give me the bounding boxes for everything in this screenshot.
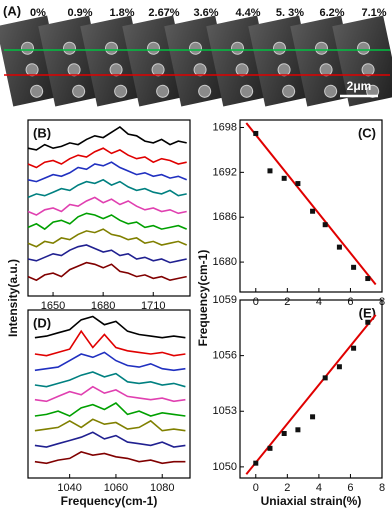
strain-label: 4.4% <box>235 7 260 19</box>
data-point <box>365 319 371 325</box>
x-axis-label: Uniaxial strain(%) <box>261 494 362 508</box>
spectrum <box>34 329 186 357</box>
spectrum <box>34 351 186 372</box>
x-tick-label: 1650 <box>41 300 65 312</box>
strain-label: 0% <box>30 7 46 19</box>
x-tick-label: 2 <box>284 482 290 494</box>
plot-frame <box>239 299 383 479</box>
spectrum <box>27 196 187 216</box>
x-tick-label: 4 <box>316 482 322 494</box>
tile-body <box>332 15 392 107</box>
strain-label: 0.9% <box>67 7 92 19</box>
strain-label: 3.6% <box>193 7 218 19</box>
spectrum <box>27 178 187 199</box>
data-point <box>295 427 301 433</box>
strain-label: 5. 3% <box>276 7 304 19</box>
spectrum <box>34 315 186 339</box>
scale-bar-label: 2μm <box>347 79 372 93</box>
spectrum <box>27 244 187 264</box>
spectrum <box>27 212 188 231</box>
data-point <box>351 264 357 270</box>
data-point <box>281 175 287 181</box>
x-tick-label: 0 <box>253 482 259 494</box>
spectrum <box>34 385 186 403</box>
data-point <box>322 375 328 381</box>
y-tick-label: 1692 <box>213 166 237 178</box>
data-point <box>351 345 357 351</box>
panel-label: (B) <box>33 125 51 140</box>
panel-label: (D) <box>33 315 51 330</box>
data-point <box>310 414 316 420</box>
pillar <box>324 84 338 98</box>
data-point <box>322 222 328 228</box>
micrograph-panel <box>0 15 392 107</box>
strain-label: 1.8% <box>109 7 134 19</box>
spectrum <box>34 371 186 388</box>
pillar <box>30 84 44 98</box>
panel-label: (A) <box>3 3 21 18</box>
y-tick-label: 1686 <box>213 211 237 223</box>
data-point <box>295 181 301 187</box>
y-tick-label: 1053 <box>213 405 237 417</box>
x-tick-label: 2 <box>284 296 290 308</box>
strain-label: 7.1% <box>361 7 386 19</box>
data-point <box>267 168 273 174</box>
data-point <box>253 460 259 466</box>
y-tick-label: 1050 <box>213 461 237 473</box>
pillar <box>198 84 212 98</box>
x-tick-label: 1680 <box>91 300 115 312</box>
pillar <box>156 84 170 98</box>
x-tick-label: 8 <box>379 482 385 494</box>
spectrum <box>34 418 186 432</box>
x-axis-label: Frequency(cm-1) <box>61 494 158 508</box>
panel-label: (C) <box>358 125 376 140</box>
spectrum <box>27 126 187 151</box>
data-point <box>336 244 342 250</box>
pillar <box>282 84 296 98</box>
sem-tile <box>332 15 392 107</box>
data-point <box>365 276 371 282</box>
panel-label: (E) <box>359 305 376 320</box>
strain-label: 2.67% <box>148 7 179 19</box>
x-tick-label: 6 <box>347 296 353 308</box>
plot-frame <box>27 119 191 297</box>
pillar <box>72 84 86 98</box>
spectrum <box>34 402 186 417</box>
strain-label: 6.2% <box>319 7 344 19</box>
pillar <box>114 84 128 98</box>
x-tick-label: 1080 <box>150 482 174 494</box>
x-tick-label: 1040 <box>57 482 81 494</box>
fit-line <box>245 122 377 286</box>
data-point <box>253 130 259 136</box>
spectrum <box>27 147 187 169</box>
x-tick-label: 6 <box>347 482 353 494</box>
plot-frame <box>239 119 383 293</box>
x-tick-label: 1710 <box>141 300 165 312</box>
data-point <box>267 445 273 451</box>
pillar <box>240 84 254 98</box>
y-axis-label: Frequency(cm-1) <box>196 250 210 347</box>
data-point <box>310 208 316 214</box>
fit-line <box>245 314 377 475</box>
y-tick-label: 1056 <box>213 350 237 362</box>
spectrum <box>27 161 188 183</box>
x-tick-label: 4 <box>316 296 322 308</box>
spectrum <box>27 228 188 248</box>
y-tick-label: 1059 <box>213 294 237 306</box>
plot-frame <box>27 309 191 479</box>
x-tick-label: 1060 <box>104 482 128 494</box>
y-tick-label: 1698 <box>213 121 237 133</box>
spectrum <box>27 261 187 282</box>
data-point <box>281 431 287 436</box>
y-tick-label: 1680 <box>213 256 237 268</box>
spectrum <box>34 431 186 448</box>
spectrum <box>34 451 186 465</box>
data-point <box>336 364 342 370</box>
y-axis-label: Intensity(a.u.) <box>6 259 20 337</box>
x-tick-label: 0 <box>253 296 259 308</box>
